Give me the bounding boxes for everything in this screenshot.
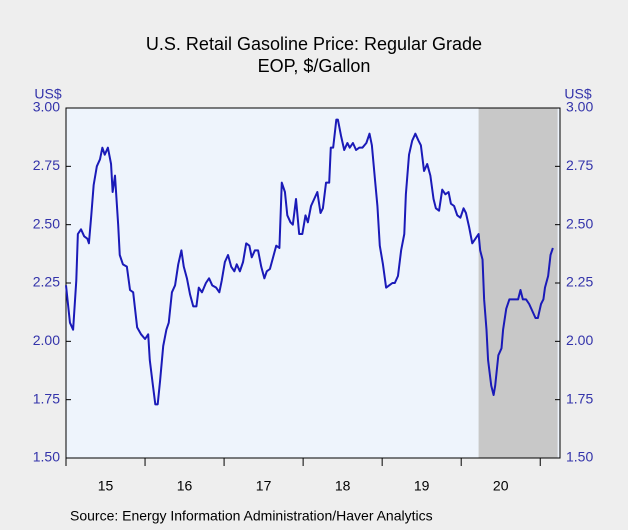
chart-title: U.S. Retail Gasoline Price: Regular Grad… xyxy=(146,34,482,54)
recession-shading xyxy=(478,108,558,458)
y2-tick-label: 2.00 xyxy=(566,332,593,348)
y2-tick-label: 2.25 xyxy=(566,274,593,290)
y-tick-label: 2.00 xyxy=(33,332,60,348)
x-tick-label: 16 xyxy=(177,478,193,494)
y-tick-label: 1.50 xyxy=(33,449,60,465)
x-tick-label: 17 xyxy=(256,478,272,494)
y2-axis-label: US$ xyxy=(564,86,591,102)
y2-tick-label: 2.50 xyxy=(566,215,593,231)
x-tick-label: 19 xyxy=(414,478,430,494)
x-tick-label: 15 xyxy=(98,478,114,494)
y2-tick-label: 3.00 xyxy=(566,99,593,115)
y2-tick-label: 1.50 xyxy=(566,449,593,465)
x-tick-label: 18 xyxy=(335,478,351,494)
y-tick-label: 2.25 xyxy=(33,274,60,290)
y-tick-label: 3.00 xyxy=(33,99,60,115)
chart-subtitle: EOP, $/Gallon xyxy=(258,56,371,76)
y2-tick-label: 1.75 xyxy=(566,390,593,406)
y-tick-label: 2.75 xyxy=(33,157,60,173)
x-tick-label: 20 xyxy=(493,478,509,494)
y-tick-label: 1.75 xyxy=(33,390,60,406)
y2-tick-label: 2.75 xyxy=(566,157,593,173)
y-axis-label: US$ xyxy=(34,86,61,102)
source-note: Source: Energy Information Administratio… xyxy=(70,508,433,524)
y-tick-label: 2.50 xyxy=(33,215,60,231)
price-line xyxy=(65,118,554,406)
plot-area xyxy=(66,108,560,458)
